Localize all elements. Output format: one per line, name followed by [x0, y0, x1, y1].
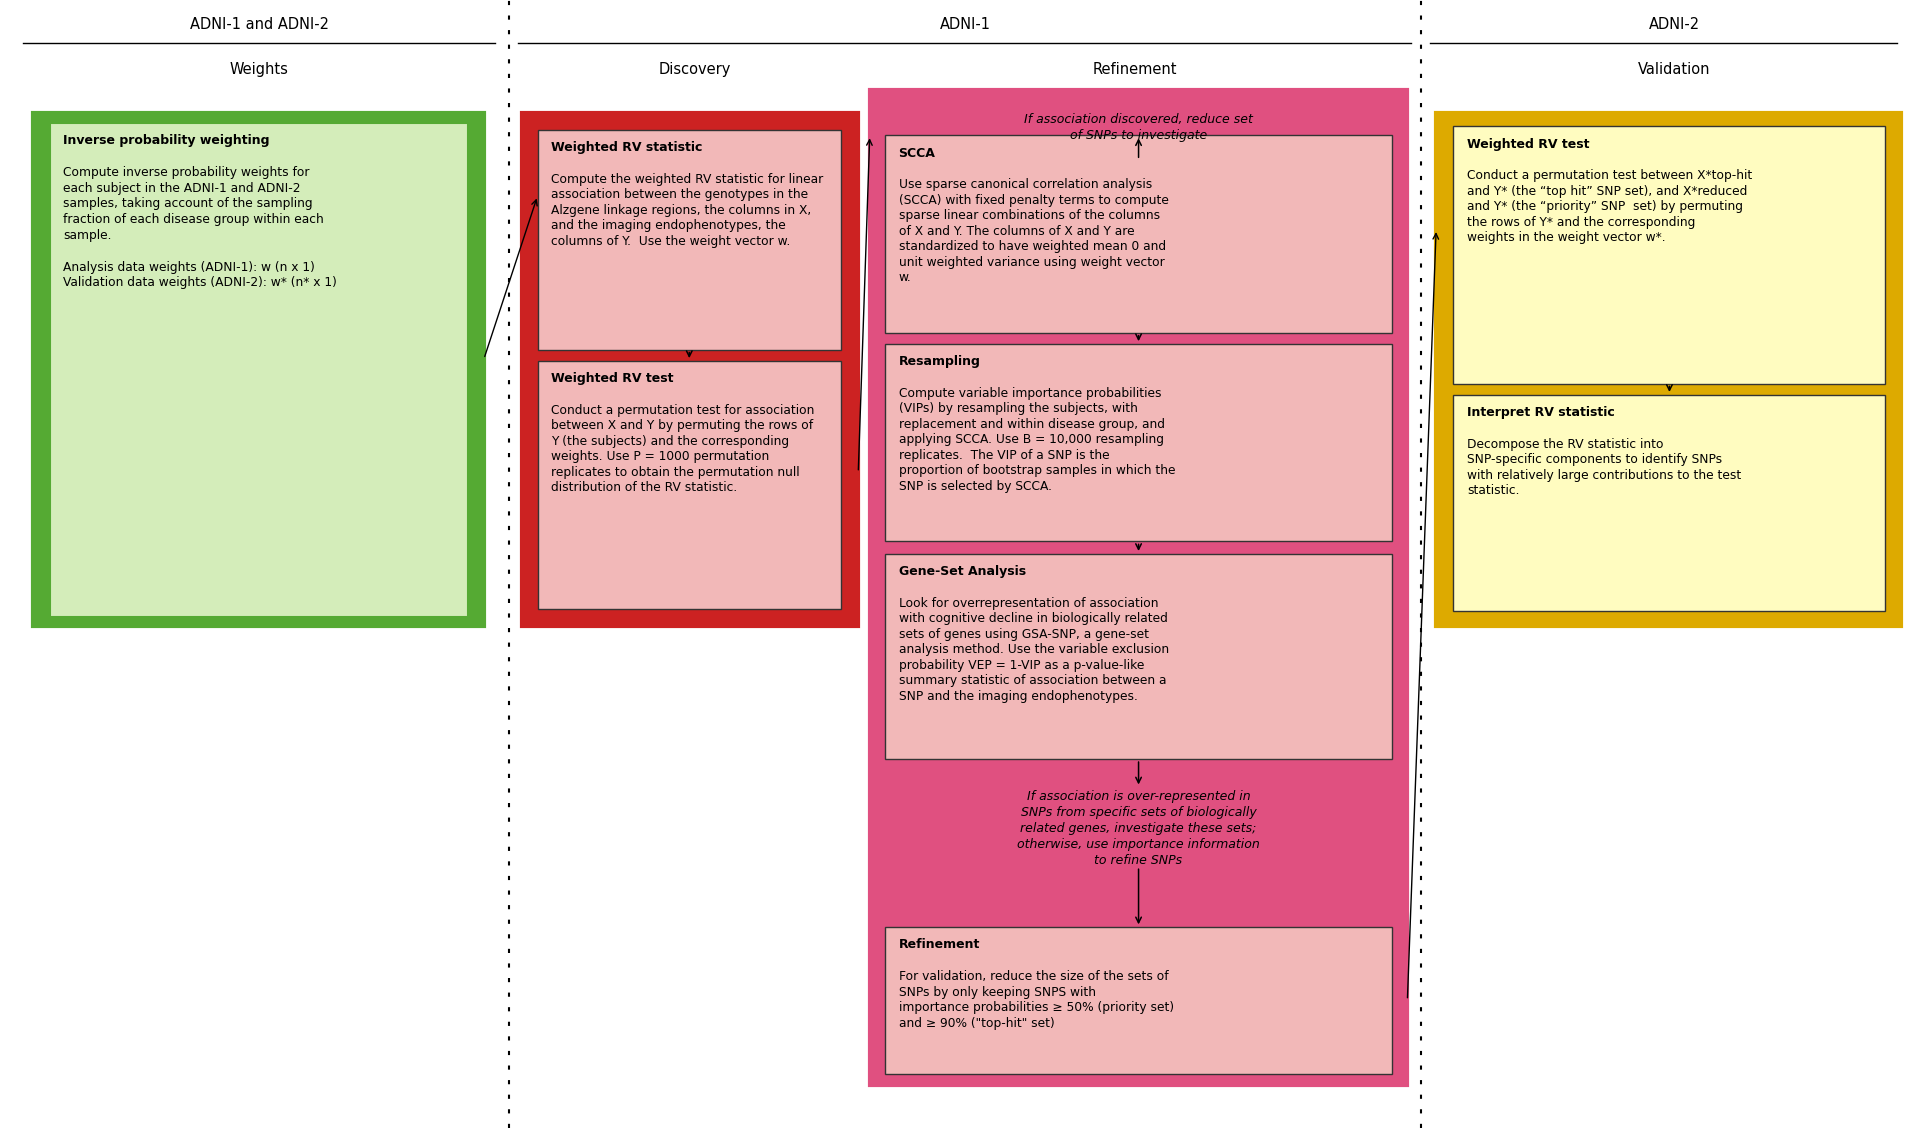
Text: Discovery: Discovery: [659, 62, 732, 78]
Text: Refinement: Refinement: [1092, 62, 1177, 78]
FancyBboxPatch shape: [538, 130, 841, 350]
FancyBboxPatch shape: [538, 361, 841, 609]
Text: Weights: Weights: [230, 62, 288, 78]
Text: Compute inverse probability weights for
each subject in the ADNI-1 and ADNI-2
sa: Compute inverse probability weights for …: [63, 166, 338, 290]
Text: Gene-Set Analysis: Gene-Set Analysis: [899, 565, 1025, 579]
Text: For validation, reduce the size of the sets of
SNPs by only keeping SNPS with
im: For validation, reduce the size of the s…: [899, 970, 1173, 1030]
Text: Compute the weighted RV statistic for linear
association between the genotypes i: Compute the weighted RV statistic for li…: [551, 173, 824, 247]
FancyBboxPatch shape: [885, 135, 1392, 333]
FancyBboxPatch shape: [1453, 395, 1885, 611]
Text: Conduct a permutation test for association
between X and Y by permuting the rows: Conduct a permutation test for associati…: [551, 404, 814, 494]
FancyBboxPatch shape: [870, 90, 1407, 1085]
Text: ADNI-1 and ADNI-2: ADNI-1 and ADNI-2: [190, 17, 328, 32]
FancyBboxPatch shape: [1453, 126, 1885, 384]
Text: ADNI-2: ADNI-2: [1649, 17, 1699, 32]
Text: Validation: Validation: [1638, 62, 1711, 78]
FancyBboxPatch shape: [1436, 113, 1901, 626]
FancyBboxPatch shape: [885, 927, 1392, 1074]
Text: If association is over-represented in
SNPs from specific sets of biologically
re: If association is over-represented in SN…: [1018, 790, 1260, 866]
Text: Look for overrepresentation of association
with cognitive decline in biologicall: Look for overrepresentation of associati…: [899, 597, 1169, 703]
Text: ADNI-1: ADNI-1: [941, 17, 991, 32]
FancyBboxPatch shape: [522, 113, 858, 626]
Text: Weighted RV test: Weighted RV test: [551, 372, 674, 386]
Text: Resampling: Resampling: [899, 355, 981, 369]
Text: Refinement: Refinement: [899, 938, 979, 952]
Text: Inverse probability weighting: Inverse probability weighting: [63, 134, 271, 148]
Text: Weighted RV test: Weighted RV test: [1467, 138, 1590, 151]
Text: Interpret RV statistic: Interpret RV statistic: [1467, 406, 1615, 420]
FancyBboxPatch shape: [50, 123, 468, 617]
Text: Compute variable importance probabilities
(VIPs) by resampling the subjects, wit: Compute variable importance probabilitie…: [899, 387, 1175, 493]
Text: Conduct a permutation test between X*top-hit
and Y* (the “top hit” SNP set), and: Conduct a permutation test between X*top…: [1467, 169, 1753, 244]
Text: SCCA: SCCA: [899, 147, 935, 160]
Text: If association discovered, reduce set
of SNPs to investigate: If association discovered, reduce set of…: [1023, 113, 1254, 142]
FancyBboxPatch shape: [885, 344, 1392, 541]
FancyBboxPatch shape: [33, 113, 484, 626]
Text: Decompose the RV statistic into
SNP-specific components to identify SNPs
with re: Decompose the RV statistic into SNP-spec…: [1467, 438, 1741, 497]
Text: Weighted RV statistic: Weighted RV statistic: [551, 141, 703, 155]
Text: Use sparse canonical correlation analysis
(SCCA) with fixed penalty terms to com: Use sparse canonical correlation analysi…: [899, 178, 1169, 284]
FancyBboxPatch shape: [885, 554, 1392, 759]
